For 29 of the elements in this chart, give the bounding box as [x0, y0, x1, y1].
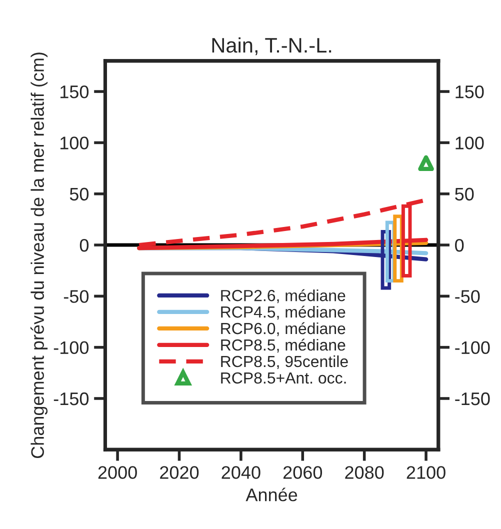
legend-label: RCP8.5+Ant. occ.	[221, 372, 346, 384]
legend-label: RCP6.0, médiane	[221, 322, 346, 336]
x-tick-label: 2100	[406, 466, 446, 479]
legend-label: RCP2.6, médiane	[221, 289, 346, 304]
y2-tick-label: 50	[455, 188, 474, 201]
legend-label: RCP4.5, médiane	[221, 306, 346, 320]
x-tick-label: 2000	[98, 466, 137, 479]
x-tick-label: 2040	[222, 466, 260, 479]
x-axis-title: Année	[246, 488, 298, 502]
x-tick-label: 2080	[345, 466, 384, 479]
legend-label: RCP8.5, 95centile	[221, 355, 348, 370]
y-tick-label: 100	[60, 136, 89, 150]
y-tick-label: 50	[70, 188, 89, 201]
y-tick-label: -150	[54, 392, 89, 406]
y2-tick-label: -50	[455, 290, 480, 303]
y-axis-title: Changement prévu du niveau de la mer relatif (cm)	[30, 52, 48, 458]
y-tick-label: -50	[64, 290, 89, 303]
chart-title: Nain, T.-N.-L.	[212, 37, 332, 56]
y-tick-label: -100	[54, 341, 89, 354]
x-tick-label: 2060	[283, 466, 322, 479]
y2-tick-label: 0	[455, 238, 464, 252]
y2-tick-label: 100	[456, 136, 484, 150]
y2-tick-label: -150	[455, 392, 490, 406]
legend-label: RCP8.5, médiane	[221, 338, 346, 353]
y2-tick-label: -100	[455, 341, 490, 354]
y-tick-label: 0	[80, 238, 89, 252]
y-tick-label: 150	[60, 85, 89, 98]
x-tick-label: 2020	[160, 466, 199, 479]
y2-tick-label: 150	[456, 85, 484, 98]
